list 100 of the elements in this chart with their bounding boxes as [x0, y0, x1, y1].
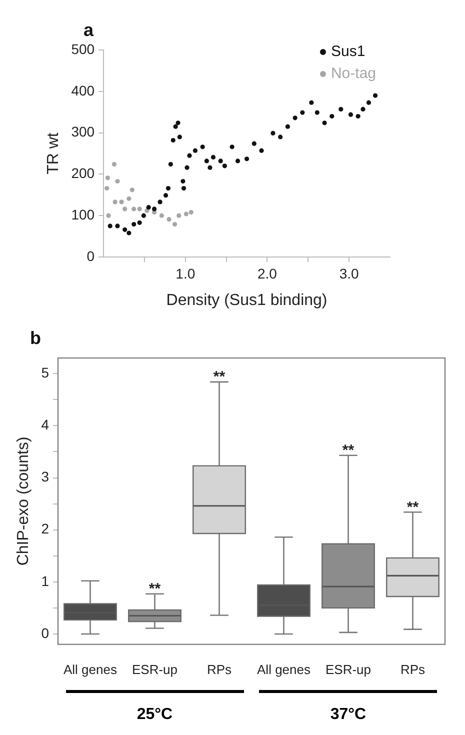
point [115, 178, 120, 184]
y-tick-label: 200 [71, 165, 95, 182]
point [166, 186, 171, 191]
point [132, 206, 136, 212]
point [170, 138, 176, 143]
point [106, 213, 111, 218]
x-tick-label: 1.0 [176, 265, 196, 282]
point [218, 158, 223, 164]
annotation: ** [148, 580, 161, 598]
point [372, 93, 378, 98]
y-tick-label: 500 [71, 40, 95, 57]
point [130, 188, 135, 192]
point [314, 110, 320, 115]
point [188, 210, 194, 215]
point [137, 206, 142, 212]
point [252, 141, 256, 146]
point [200, 144, 205, 150]
y-tick-label: 3 [41, 468, 50, 485]
point [141, 213, 146, 218]
x-tick-label: 3.0 [339, 265, 360, 282]
point [163, 193, 168, 198]
point [259, 148, 264, 153]
chart-title: a [84, 20, 95, 40]
text: 25°C [136, 706, 173, 724]
y-tick-label: 0 [41, 624, 50, 641]
point [322, 120, 327, 126]
point [177, 134, 182, 140]
point [176, 120, 180, 126]
point [158, 200, 162, 204]
point [244, 156, 250, 162]
point [137, 220, 142, 225]
point [184, 212, 189, 216]
x-tick-label: ESR-up [325, 662, 372, 677]
point [180, 178, 186, 184]
point [222, 164, 227, 168]
y-tick-label: 400 [71, 82, 95, 98]
point [112, 162, 116, 167]
x-axis-title: Density (Sus1 binding) [166, 292, 328, 309]
y-tick-label: 2 [41, 520, 50, 537]
point [105, 176, 110, 180]
point [235, 158, 240, 164]
point [168, 162, 173, 167]
x-tick-label: All genes [63, 662, 118, 677]
y-tick-label: 1 [41, 572, 50, 589]
point [112, 200, 118, 204]
point [132, 222, 136, 227]
point [108, 224, 112, 228]
point [144, 208, 150, 213]
point [270, 130, 276, 136]
point [210, 154, 216, 160]
point [360, 106, 366, 112]
point [330, 114, 334, 119]
point [104, 186, 110, 191]
y-axis-title: TR wt [45, 132, 62, 174]
point [187, 153, 192, 158]
point [166, 217, 172, 222]
y-tick-label: 4 [41, 416, 50, 433]
y-tick-label: 100 [71, 206, 95, 222]
point [126, 230, 132, 236]
legend-label: No-tag [330, 65, 376, 82]
point [181, 186, 186, 191]
point [348, 112, 354, 117]
x-tick-label: 2.0 [258, 265, 278, 282]
y-tick-label: 300 [71, 124, 95, 140]
point [146, 205, 151, 210]
point [122, 227, 128, 232]
point [172, 222, 178, 227]
y-tick-label: 0 [86, 248, 95, 264]
point [285, 124, 290, 129]
point [204, 158, 209, 164]
point [356, 114, 360, 119]
x-tick-label: RPs [400, 662, 426, 677]
point [126, 196, 132, 201]
point [366, 100, 372, 105]
x-tick-label: ESR-up [132, 662, 178, 677]
x-tick-label: RPs [206, 662, 232, 677]
text: 37°C [330, 706, 366, 724]
point [278, 134, 283, 140]
x-tick-label: All genes [257, 662, 311, 677]
point [115, 224, 120, 228]
point [338, 106, 344, 112]
point [119, 200, 124, 204]
y-axis-title: ChIP-exo (counts) [15, 436, 32, 566]
annotation: ** [406, 498, 419, 516]
point [176, 213, 182, 218]
point [230, 144, 234, 150]
point [192, 148, 198, 153]
point [300, 110, 305, 115]
point [208, 165, 212, 170]
point [159, 213, 164, 218]
annotation: ** [342, 442, 354, 460]
y-tick-label: 5 [41, 364, 50, 380]
annotation: ** [213, 368, 226, 386]
point [292, 116, 298, 120]
point [122, 206, 128, 212]
point [173, 124, 178, 129]
chart-title: b [30, 328, 41, 348]
point [152, 206, 157, 212]
point [184, 165, 190, 170]
point [309, 100, 314, 105]
